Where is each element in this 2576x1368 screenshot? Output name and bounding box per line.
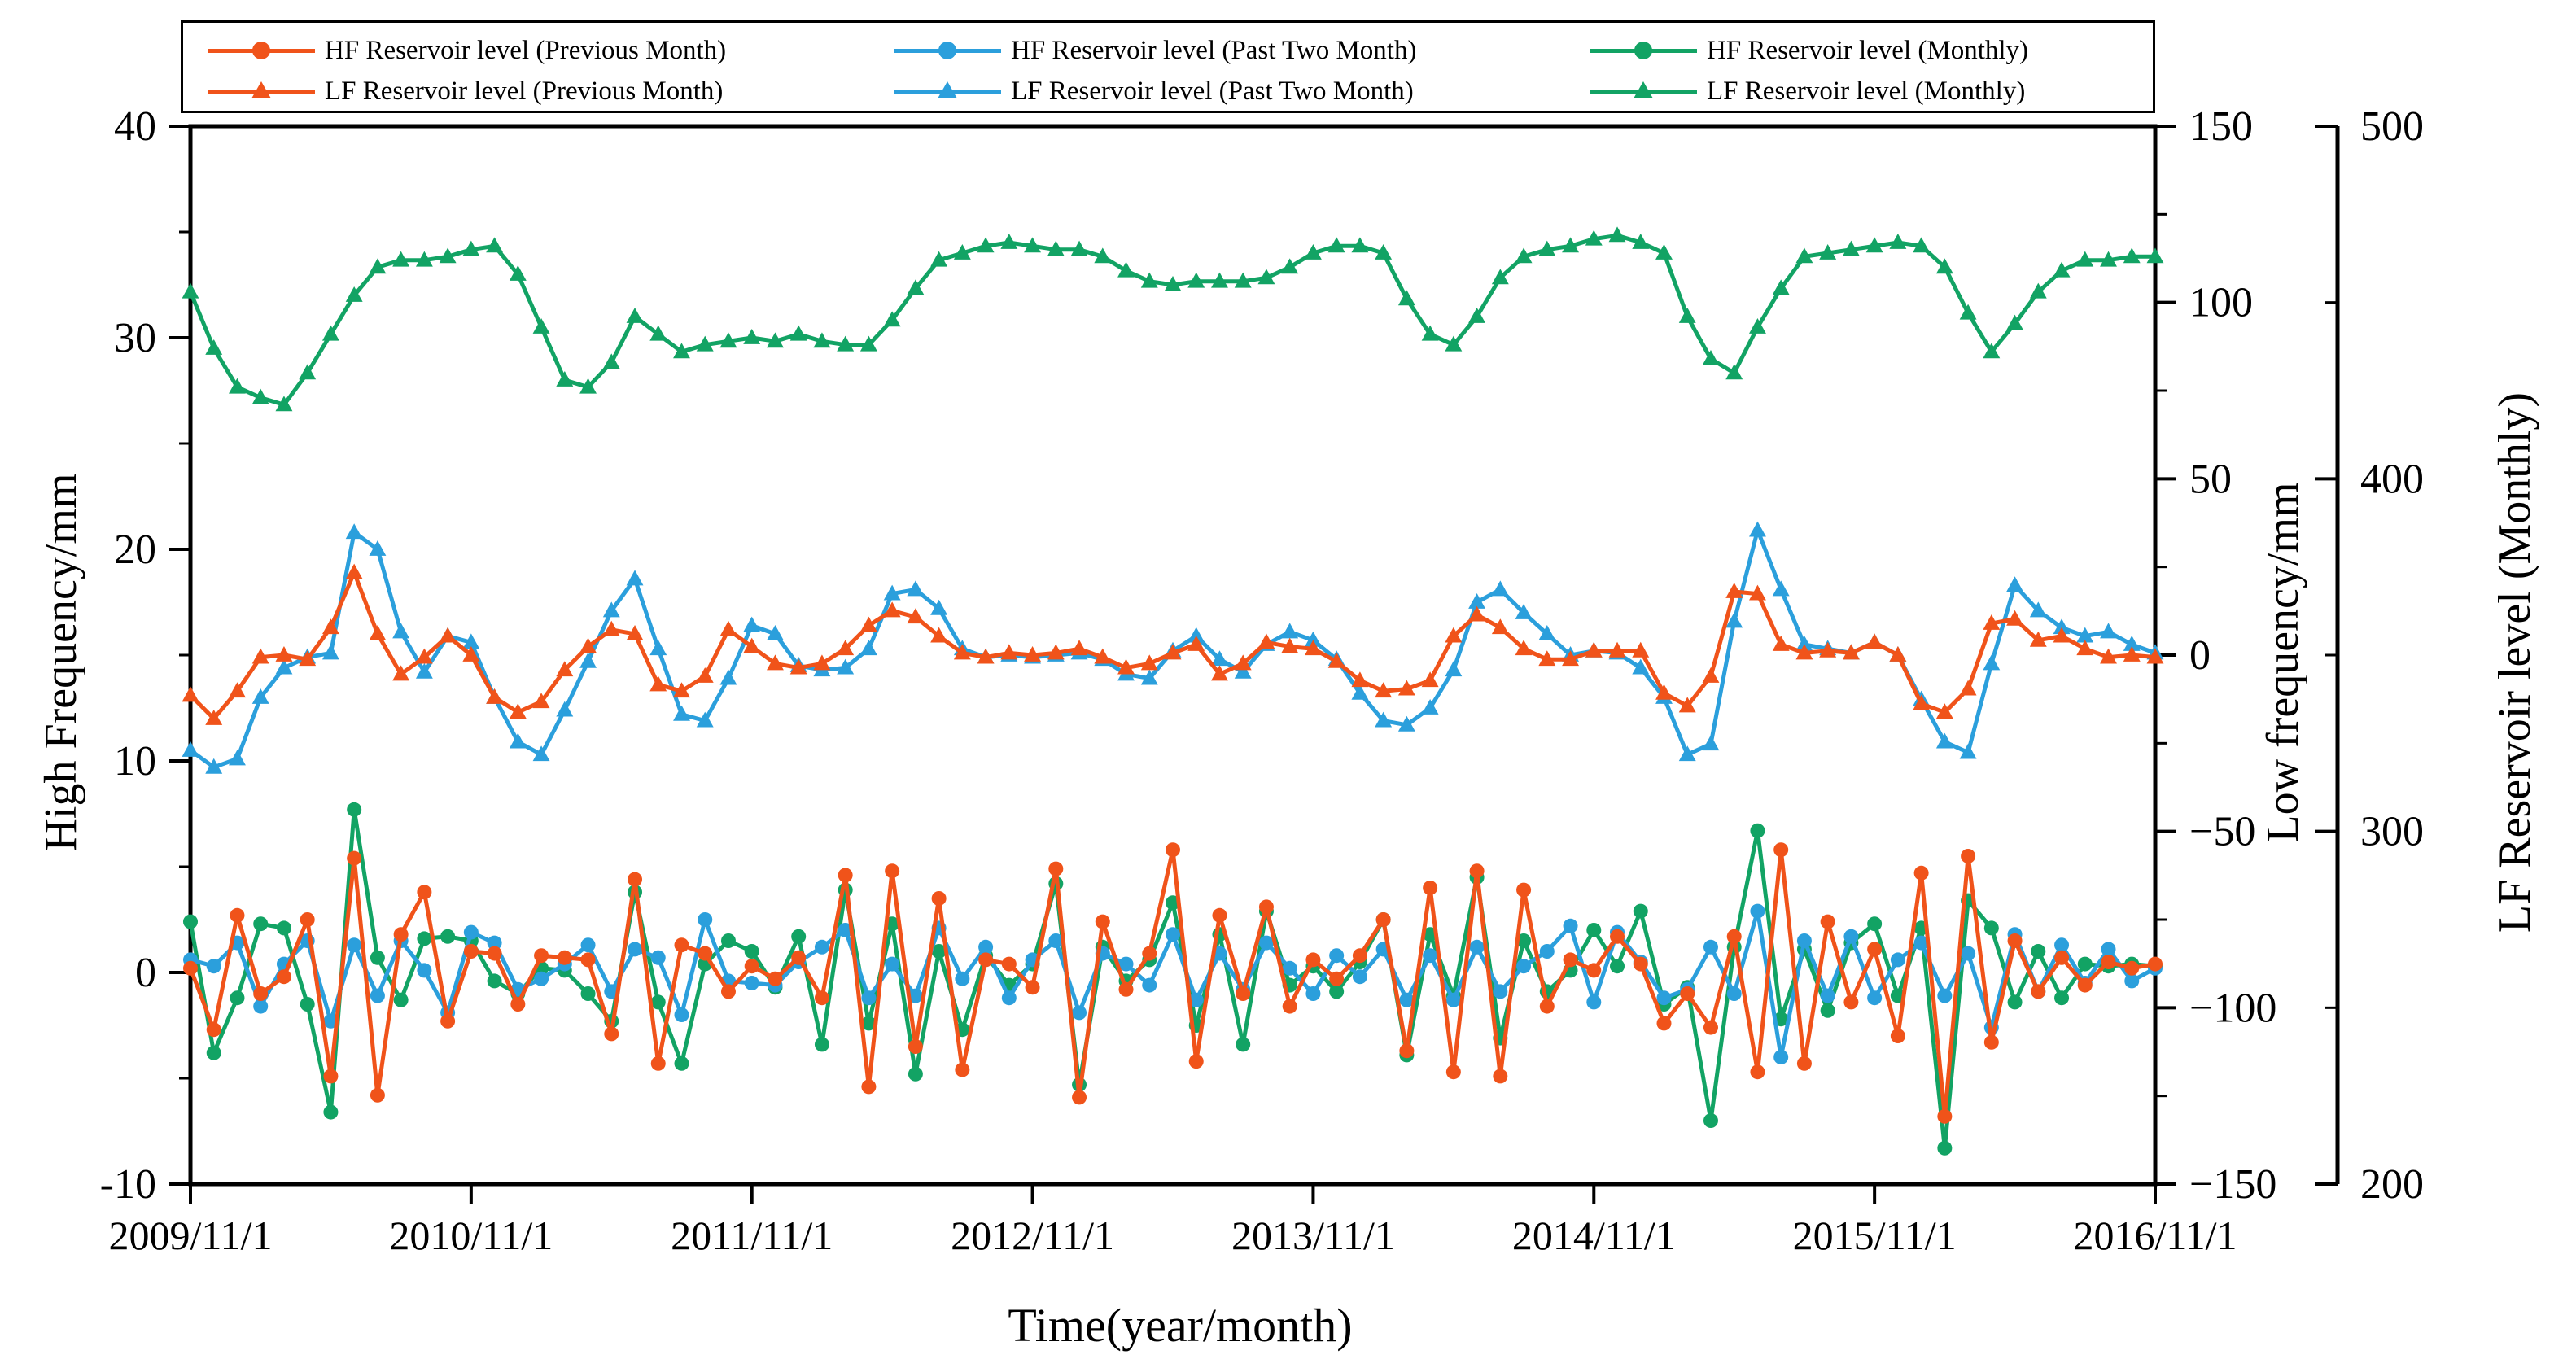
svg-text:30: 30 — [114, 315, 156, 361]
hf-prev-marker-icon — [208, 40, 315, 61]
legend-item-hf-monthly: HF Reservoir level (Monthly) — [1590, 33, 2028, 68]
svg-text:0: 0 — [135, 950, 156, 996]
legend-label: HF Reservoir level (Previous Month) — [325, 35, 727, 65]
svg-text:400: 400 — [2360, 456, 2424, 502]
hf-past2-marker-icon — [894, 40, 1001, 61]
right-axis1-title: Low frequency/mm — [2258, 482, 2308, 843]
legend-item-hf-prev: HF Reservoir level (Previous Month) — [208, 33, 726, 68]
svg-text:100: 100 — [2189, 280, 2253, 326]
svg-text:-10: -10 — [100, 1161, 156, 1208]
svg-text:50: 50 — [2189, 456, 2232, 502]
left-axis-title: High Frequency/mm — [36, 473, 86, 852]
svg-text:2013/11/1: 2013/11/1 — [1231, 1213, 1395, 1258]
x-axis-title: Time(year/month) — [1008, 1299, 1353, 1352]
svg-text:−50: −50 — [2189, 809, 2255, 855]
legend-box: HF Reservoir level (Previous Month) HF R… — [181, 20, 2155, 113]
svg-text:2010/11/1: 2010/11/1 — [389, 1213, 553, 1258]
svg-text:2014/11/1: 2014/11/1 — [1512, 1213, 1676, 1258]
legend-item-lf-monthly: LF Reservoir level (Monthly) — [1590, 73, 2025, 109]
lf-prev-marker-icon — [208, 81, 315, 102]
svg-text:−150: −150 — [2189, 1161, 2276, 1208]
right-axis2-title: LF Reservoir level (Monthly) — [2490, 391, 2540, 933]
svg-text:−100: −100 — [2189, 985, 2276, 1031]
legend-item-hf-past2: HF Reservoir level (Past Two Month) — [894, 33, 1416, 68]
svg-text:10: 10 — [114, 738, 156, 785]
svg-text:2011/11/1: 2011/11/1 — [671, 1213, 833, 1258]
svg-text:150: 150 — [2189, 103, 2253, 150]
lf-monthly-marker-icon — [1590, 81, 1697, 102]
svg-text:200: 200 — [2360, 1161, 2424, 1208]
legend-label: LF Reservoir level (Previous Month) — [325, 76, 724, 106]
legend-label: HF Reservoir level (Past Two Month) — [1011, 35, 1417, 65]
legend-label: LF Reservoir level (Past Two Month) — [1011, 76, 1414, 106]
legend-label: HF Reservoir level (Monthly) — [1707, 35, 2029, 65]
svg-text:2012/11/1: 2012/11/1 — [951, 1213, 1114, 1258]
svg-text:20: 20 — [114, 527, 156, 573]
svg-text:500: 500 — [2360, 103, 2424, 150]
svg-text:300: 300 — [2360, 809, 2424, 855]
svg-text:2015/11/1: 2015/11/1 — [1793, 1213, 1957, 1258]
legend-item-lf-past2: LF Reservoir level (Past Two Month) — [894, 73, 1414, 109]
hf-monthly-marker-icon — [1590, 40, 1697, 61]
svg-text:0: 0 — [2189, 632, 2211, 679]
legend-label: LF Reservoir level (Monthly) — [1707, 76, 2026, 106]
svg-text:2016/11/1: 2016/11/1 — [2074, 1213, 2237, 1258]
svg-text:40: 40 — [114, 103, 156, 150]
lf-past2-marker-icon — [894, 81, 1001, 102]
svg-text:2009/11/1: 2009/11/1 — [109, 1213, 273, 1258]
legend-item-lf-prev: LF Reservoir level (Previous Month) — [208, 73, 723, 109]
